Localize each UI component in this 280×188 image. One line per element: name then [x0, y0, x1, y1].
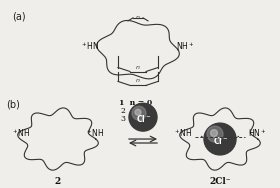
- Text: $^+$NH: $^+$NH: [173, 127, 192, 139]
- Text: 3  n = 2: 3 n = 2: [121, 115, 151, 123]
- Text: n: n: [136, 64, 140, 70]
- Text: 2Cl⁻: 2Cl⁻: [209, 177, 231, 186]
- Text: $^+$NH: $^+$NH: [85, 127, 104, 139]
- Text: 1  n = 0: 1 n = 0: [119, 99, 153, 107]
- Text: n: n: [136, 78, 140, 83]
- Text: $^+$NH: $^+$NH: [11, 127, 30, 139]
- Circle shape: [135, 109, 141, 115]
- Text: HN$^+$: HN$^+$: [248, 127, 267, 139]
- Text: (b): (b): [6, 99, 20, 109]
- Text: $^+$HN: $^+$HN: [80, 40, 100, 52]
- Circle shape: [129, 103, 157, 131]
- Text: n: n: [136, 15, 140, 20]
- Circle shape: [132, 106, 146, 120]
- Text: 2  n = 1: 2 n = 1: [121, 107, 151, 115]
- Text: Cl$^-$: Cl$^-$: [136, 113, 152, 124]
- Text: 2: 2: [55, 177, 61, 186]
- Text: Cl$^-$: Cl$^-$: [213, 135, 229, 146]
- Circle shape: [204, 123, 236, 155]
- Circle shape: [211, 130, 218, 136]
- Text: NH$^+$: NH$^+$: [176, 40, 194, 52]
- Text: (a): (a): [12, 12, 26, 22]
- Circle shape: [207, 126, 223, 142]
